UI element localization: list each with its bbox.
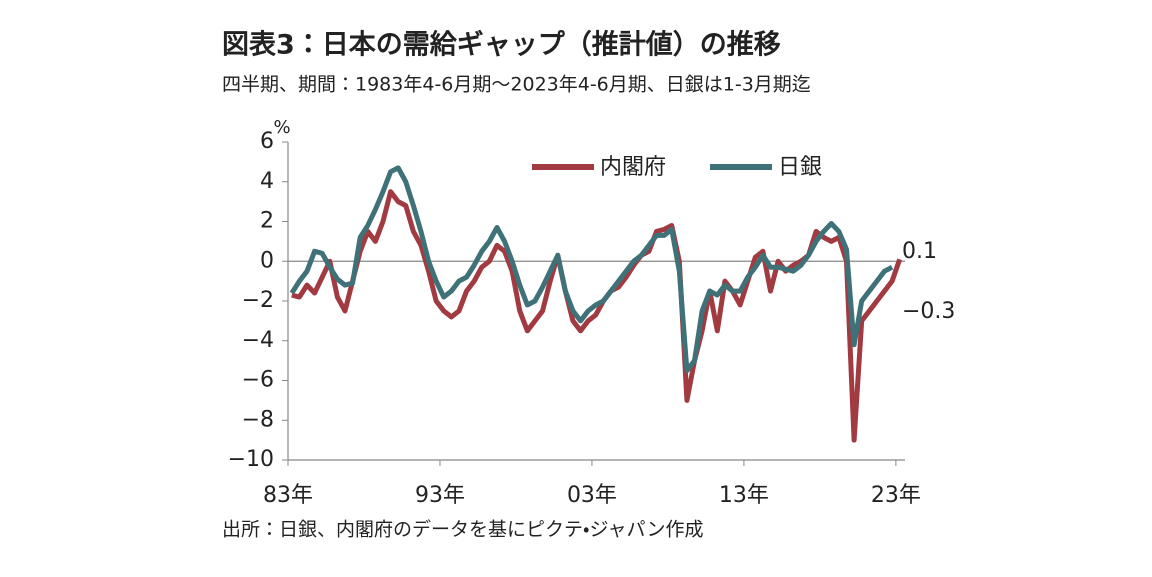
y-unit: % — [273, 117, 290, 138]
x-tick-label: 83年 — [263, 483, 313, 508]
y-tick-label: −4 — [242, 328, 274, 353]
y-tick-label: 4 — [260, 169, 274, 194]
y-tick-label: −6 — [242, 368, 274, 393]
y-tick-label: 2 — [260, 209, 274, 234]
legend-label: 内閣府 — [600, 155, 666, 180]
y-tick-label: 6 — [260, 129, 274, 154]
x-tick-label: 93年 — [415, 483, 465, 508]
x-tick-label: 23年 — [871, 483, 921, 508]
end-value-label: −0.3 — [902, 299, 955, 324]
data-line — [289, 165, 894, 374]
data-line — [291, 189, 903, 443]
chart-subtitle: 四半期、期間：1983年4-6月期～2023年4-6月期、日銀は1-3月期迄 — [222, 74, 811, 96]
end-value-label: 0.1 — [902, 239, 937, 264]
y-tick-label: −8 — [242, 407, 274, 432]
legend-label: 日銀 — [778, 155, 822, 180]
x-tick-label: 13年 — [719, 483, 769, 508]
chart-title: 図表3：日本の需給ギャップ（推計値）の推移 — [222, 30, 781, 61]
source-note: 出所：日銀、内閣府のデータを基にピクテ・ジャパン作成 — [222, 519, 703, 541]
x-tick-label: 03年 — [567, 483, 617, 508]
y-tick-label: −10 — [228, 447, 274, 472]
y-tick-label: 0 — [260, 248, 274, 273]
y-tick-label: −2 — [242, 288, 274, 313]
